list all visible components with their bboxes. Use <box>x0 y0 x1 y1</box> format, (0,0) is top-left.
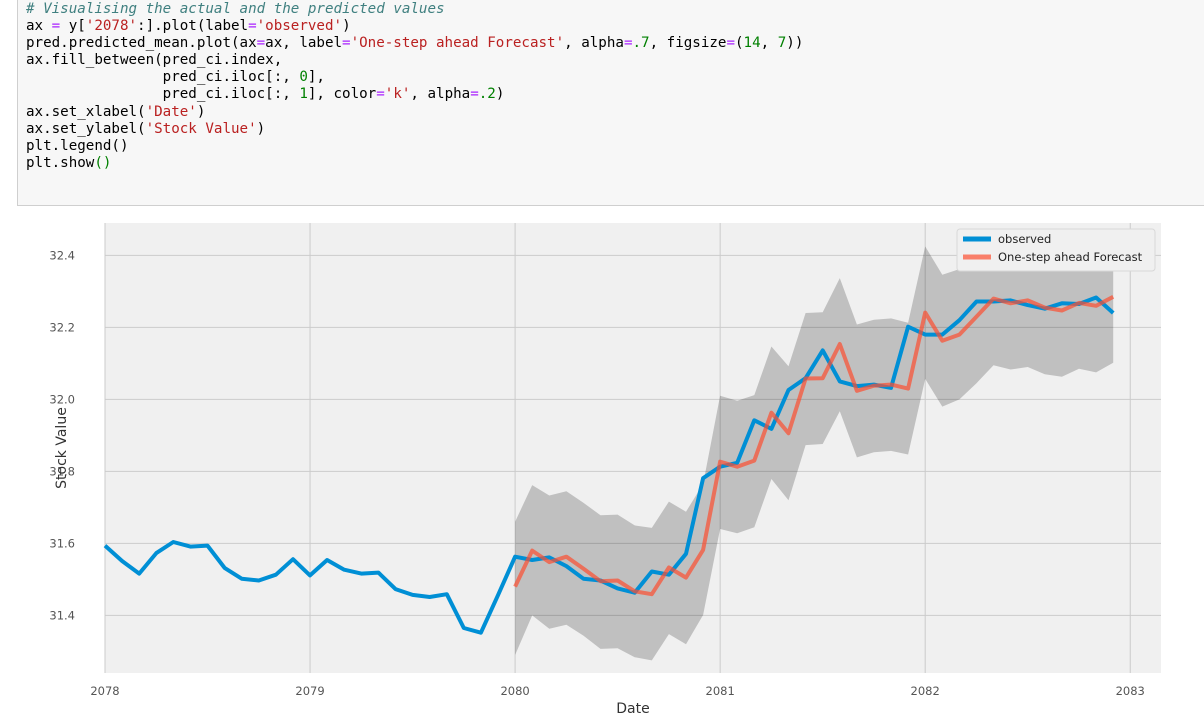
x-tick-label: 2078 <box>90 684 119 698</box>
code-token: y[ <box>60 18 86 35</box>
legend: observed One-step ahead Forecast <box>956 228 1156 272</box>
line-chart: 2078 2079 2080 2081 2082 2083 31.4 31.6 31.8 32.0… <box>49 223 1161 717</box>
code-token: = <box>470 86 479 103</box>
code-line: ax.set_xlabel('Date') <box>26 104 803 121</box>
confidence-interval-band <box>515 230 1114 661</box>
code-token: ) <box>495 86 505 103</box>
code-token: pred_ci.iloc[:, <box>26 69 300 86</box>
observed-series-line <box>103 295 1115 635</box>
code-line: ax.fill_between(pred_ci.index, <box>26 52 803 69</box>
code-token: ) <box>196 103 206 120</box>
y-tick-label: 31.8 <box>49 464 75 478</box>
code-token: ], <box>307 69 325 86</box>
legend-box <box>956 228 1156 272</box>
plot-background <box>105 223 1161 673</box>
code-line: ax.set_ylabel('Stock Value') <box>26 121 803 138</box>
code-token: .7 <box>632 35 650 52</box>
y-tick-label: 32.2 <box>49 320 75 334</box>
code-token: 14 <box>743 35 761 52</box>
code-token: () <box>94 154 112 171</box>
y-tick-label: 31.4 <box>49 608 75 622</box>
code-token: = <box>342 35 351 52</box>
y-tick-label: 32.4 <box>49 248 75 262</box>
code-token: plt.show <box>26 154 95 171</box>
code-token: , figsize <box>649 35 727 52</box>
code-token: ax, label <box>265 35 343 52</box>
code-token: )) <box>786 35 804 52</box>
forecast-series-line <box>513 295 1115 597</box>
code-token: 'k' <box>384 86 411 103</box>
output-area: 2078 2079 2080 2081 2082 2083 31.4 31.6 31.8 32.0… <box>0 206 1204 724</box>
code-token: 'Stock Value' <box>145 120 257 137</box>
code-token: ) <box>342 18 351 35</box>
code-token: = <box>623 35 633 52</box>
x-tick-label: 2083 <box>1116 684 1145 698</box>
code-token: = <box>726 35 735 52</box>
code-token: pred.predicted_mean.plot(ax <box>26 35 257 52</box>
grid-lines <box>104 223 1161 673</box>
code-token: , alpha <box>564 35 624 52</box>
code-token: ax.set_xlabel( <box>26 103 146 120</box>
code-line: plt.show() <box>26 155 803 172</box>
code-token: '2078' <box>85 18 138 35</box>
code-token: = <box>376 86 385 103</box>
code-token: .2 <box>478 86 496 103</box>
code-token: , alpha <box>410 86 471 103</box>
code-token: ax.set_ylabel( <box>26 120 146 137</box>
code-token: 'One-step ahead Forecast' <box>350 35 565 52</box>
code-token: , <box>760 35 778 52</box>
code-line: pred_ci.iloc[:, 1], color='k', alpha=.2) <box>26 86 803 103</box>
code-token: ax.fill_between(pred_ci.index, <box>26 52 283 69</box>
legend-label-forecast: One-step ahead Forecast <box>998 250 1143 264</box>
y-tick-label: 32.0 <box>49 392 75 406</box>
code-line: pred.predicted_mean.plot(ax=ax, label='O… <box>26 35 803 52</box>
x-tick-label: 2080 <box>500 684 529 698</box>
code-token: 'observed' <box>256 18 343 35</box>
code-line: # Visualising the actual and the predict… <box>26 1 803 18</box>
code-token: pred_ci.iloc[:, <box>26 86 300 103</box>
code-editor[interactable]: # Visualising the actual and the predict… <box>26 1 803 172</box>
code-line: ax = y['2078':].plot(label='observed') <box>26 18 803 35</box>
y-tick-label: 31.6 <box>49 536 75 550</box>
x-tick-label: 2081 <box>706 684 735 698</box>
code-token: = <box>51 18 61 35</box>
series-lines <box>103 295 1115 635</box>
x-tick-label: 2082 <box>911 684 940 698</box>
legend-label-observed: observed <box>998 232 1051 246</box>
x-axis-label: Date <box>616 701 649 717</box>
code-token: # Visualising the actual and the predict… <box>26 1 445 17</box>
code-token: 'Date' <box>145 103 197 120</box>
confidence-interval-area <box>515 230 1114 661</box>
code-token: ) <box>256 120 266 137</box>
code-token: 7 <box>777 35 787 52</box>
x-tick-label: 2079 <box>295 684 324 698</box>
code-line: plt.legend() <box>26 138 803 155</box>
tick-labels: 2078 2079 2080 2081 2082 2083 31.4 31.6 31.8 32.0… <box>49 248 1144 698</box>
y-axis-label: Stock Value <box>54 407 70 489</box>
code-token: = <box>248 18 257 35</box>
code-token: 0 <box>299 69 308 86</box>
code-token: ], color <box>307 86 377 103</box>
code-token: ( <box>735 35 744 52</box>
code-cell[interactable]: # Visualising the actual and the predict… <box>17 0 1204 206</box>
code-token: = <box>256 35 266 52</box>
code-token: :].plot(label <box>137 18 249 35</box>
code-token: ax <box>26 18 52 35</box>
code-token: 1 <box>299 86 308 103</box>
code-line: pred_ci.iloc[:, 0], <box>26 69 803 86</box>
code-token: plt.legend() <box>26 137 129 154</box>
